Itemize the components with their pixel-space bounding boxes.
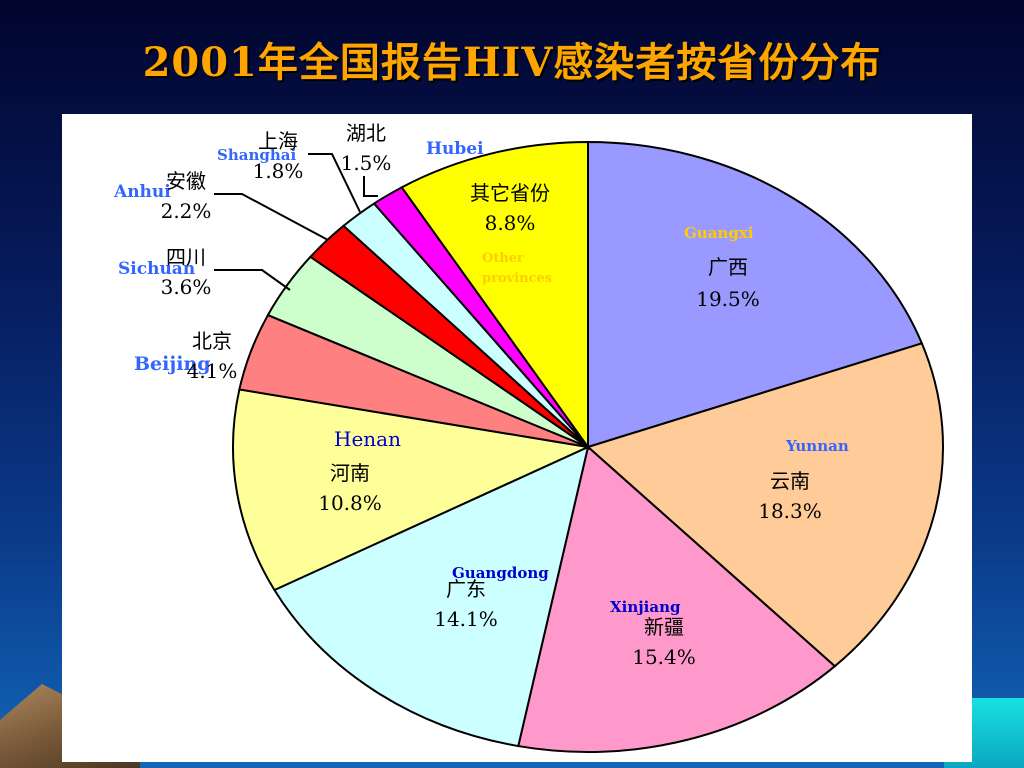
- label-en-other-provinces-2: provinces: [482, 271, 552, 286]
- label-cn-shanghai: 上海: [258, 129, 298, 153]
- pie-slice-guangxi: [587, 140, 924, 449]
- label-pct-shanghai: 1.8%: [253, 159, 304, 183]
- label-pct-sichuan: 3.6%: [161, 275, 212, 299]
- label-pct-beijing: 4.1%: [187, 359, 238, 383]
- leader-line-anhui: [214, 193, 329, 241]
- label-cn-guangxi: 广西: [708, 255, 748, 279]
- label-pct-xinjiang: 15.4%: [632, 645, 696, 669]
- label-en-xinjiang: Xinjiang: [610, 598, 681, 616]
- label-pct-yunnan: 18.3%: [758, 499, 822, 523]
- label-cn-hubei: 湖北: [346, 121, 386, 145]
- label-cn-guangdong: 广东: [446, 577, 486, 601]
- label-cn-beijing: 北京: [192, 329, 232, 353]
- label-cn-xinjiang: 新疆: [644, 615, 684, 639]
- label-cn-yunnan: 云南: [770, 469, 810, 493]
- leader-line-hubei: [363, 176, 378, 197]
- label-cn-sichuan: 四川: [166, 245, 206, 269]
- slide-title: 2001年全国报告HIV感染者按省份分布: [142, 39, 882, 86]
- label-en-guangxi: Guangxi: [684, 224, 754, 242]
- leader-line-shanghai: [308, 153, 361, 213]
- pie-slice-xinjiang: [517, 445, 837, 753]
- label-cn-anhui: 安徽: [166, 169, 206, 193]
- label-en-henan: Henan: [334, 427, 401, 451]
- label-pct-hubei: 1.5%: [341, 151, 392, 175]
- label-pct-henan: 10.8%: [318, 491, 382, 515]
- pie-slice-yunnan: [586, 342, 944, 668]
- leader-line-sichuan: [214, 269, 291, 291]
- label-en-yunnan: Yunnan: [785, 437, 849, 455]
- label-en-shanghai: Shanghai: [217, 146, 296, 164]
- pie-slice-guangdong: [272, 445, 590, 748]
- chart-panel: Guangxi 广西 19.5% Yunnan 云南 18.3% Xinjiang 新疆 15.…: [62, 114, 972, 762]
- label-pct-guangdong: 14.1%: [434, 607, 498, 631]
- label-en-hubei: Hubei: [426, 139, 484, 159]
- label-pct-anhui: 2.2%: [161, 199, 212, 223]
- label-en-anhui: Anhui: [113, 182, 171, 202]
- label-en-other-provinces-1: Other: [482, 251, 524, 266]
- label-en-sichuan: Sichuan: [118, 259, 195, 279]
- label-cn-henan: 河南: [330, 461, 370, 485]
- label-cn-other-provinces: 其它省份: [470, 181, 550, 205]
- label-en-guangdong: Guangdong: [452, 564, 549, 582]
- label-pct-other-provinces: 8.8%: [485, 211, 536, 235]
- pie-slice-other-provinces: [400, 140, 589, 451]
- label-pct-guangxi: 19.5%: [696, 287, 760, 311]
- pie-slice-henan: [232, 388, 592, 592]
- label-en-beijing: Beijing: [134, 353, 211, 375]
